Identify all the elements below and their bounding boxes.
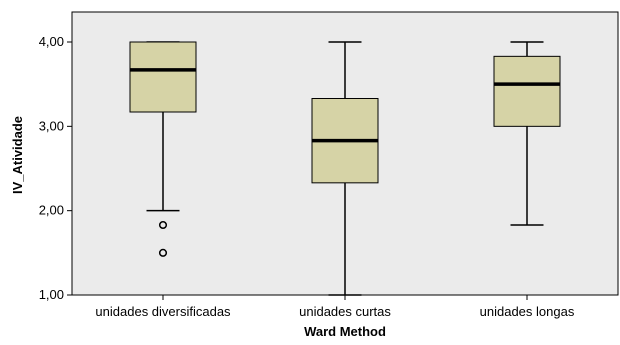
chart-marks [129,41,561,296]
x-tick-label: unidades diversificadas [95,304,231,319]
iqr-box [493,55,561,127]
y-tick-label: 2,00 [39,203,64,218]
y-tick-label: 3,00 [39,118,64,133]
outlier-point [158,248,168,257]
x-axis-title: Ward Method [304,324,386,339]
chart-axes: 1,00 2,00 3,00 4,00 unidades diversificadas u… [39,34,575,319]
y-axis-title: IV_Atividade [10,116,25,194]
x-tick-label: unidades longas [480,304,575,319]
y-tick-label: 4,00 [39,34,64,49]
y-tick-label: 1,00 [39,287,64,302]
outlier-point [158,220,168,230]
x-tick-label: unidades curtas [299,304,391,319]
iqr-box [129,41,197,113]
